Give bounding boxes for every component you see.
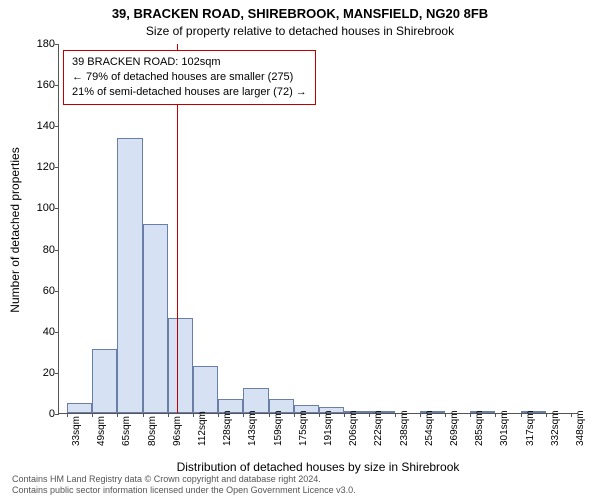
x-tick-label: 49sqm: [96, 416, 107, 446]
x-tick-mark: [571, 413, 572, 417]
x-tick-label: 269sqm: [449, 410, 460, 446]
y-tick-mark: [55, 85, 59, 86]
x-tick-label: 159sqm: [273, 410, 284, 446]
x-tick-mark: [92, 413, 93, 417]
x-tick-label: 317sqm: [525, 410, 536, 446]
x-tick-mark: [294, 413, 295, 417]
x-tick-mark: [344, 413, 345, 417]
histogram-bar: [67, 403, 92, 413]
x-tick-mark: [319, 413, 320, 417]
x-tick-mark: [445, 413, 446, 417]
y-tick-mark: [55, 373, 59, 374]
chart-container: 39, BRACKEN ROAD, SHIREBROOK, MANSFIELD,…: [0, 0, 600, 500]
y-tick-label: 100: [23, 202, 55, 214]
y-tick-mark: [55, 126, 59, 127]
histogram-bar: [117, 138, 142, 413]
plot-area: 02040608010012014016018033sqm49sqm65sqm8…: [58, 44, 578, 414]
y-tick-label: 180: [23, 38, 55, 50]
x-tick-mark: [67, 413, 68, 417]
y-tick-mark: [55, 208, 59, 209]
footer-line2: Contains public sector information licen…: [12, 485, 356, 496]
y-tick-label: 40: [23, 326, 55, 338]
chart-title-main: 39, BRACKEN ROAD, SHIREBROOK, MANSFIELD,…: [0, 6, 600, 21]
x-tick-mark: [369, 413, 370, 417]
x-tick-mark: [495, 413, 496, 417]
x-tick-label: 332sqm: [550, 410, 561, 446]
footer-attribution: Contains HM Land Registry data © Crown c…: [12, 474, 356, 496]
x-tick-label: 206sqm: [348, 410, 359, 446]
x-tick-mark: [546, 413, 547, 417]
x-tick-label: 191sqm: [323, 410, 334, 446]
x-tick-label: 128sqm: [222, 410, 233, 446]
chart-title-sub: Size of property relative to detached ho…: [0, 24, 600, 38]
x-tick-label: 65sqm: [121, 416, 132, 446]
x-tick-label: 254sqm: [424, 410, 435, 446]
y-tick-label: 0: [23, 408, 55, 420]
footer-line1: Contains HM Land Registry data © Crown c…: [12, 474, 356, 485]
y-tick-mark: [55, 414, 59, 415]
x-tick-label: 301sqm: [499, 410, 510, 446]
x-tick-mark: [243, 413, 244, 417]
y-tick-label: 20: [23, 367, 55, 379]
x-tick-mark: [470, 413, 471, 417]
annotation-box: 39 BRACKEN ROAD: 102sqm ← 79% of detache…: [63, 50, 316, 105]
y-tick-label: 140: [23, 120, 55, 132]
x-tick-label: 348sqm: [575, 410, 586, 446]
y-tick-mark: [55, 167, 59, 168]
annotation-line3: 21% of semi-detached houses are larger (…: [72, 85, 307, 100]
x-tick-mark: [168, 413, 169, 417]
x-tick-mark: [269, 413, 270, 417]
y-tick-label: 120: [23, 161, 55, 173]
x-tick-label: 143sqm: [247, 410, 258, 446]
annotation-line2: ← 79% of detached houses are smaller (27…: [72, 70, 307, 85]
x-tick-label: 33sqm: [71, 416, 82, 446]
x-tick-label: 112sqm: [197, 411, 208, 446]
x-tick-mark: [218, 413, 219, 417]
y-tick-label: 160: [23, 79, 55, 91]
histogram-bar: [193, 366, 218, 413]
x-tick-mark: [193, 413, 194, 417]
histogram-bar: [243, 388, 268, 413]
histogram-bar: [168, 318, 193, 413]
annotation-line1: 39 BRACKEN ROAD: 102sqm: [72, 55, 307, 70]
x-tick-mark: [117, 413, 118, 417]
y-tick-mark: [55, 44, 59, 45]
x-tick-label: 222sqm: [373, 410, 384, 446]
y-axis-label: Number of detached properties: [8, 65, 22, 230]
x-tick-mark: [143, 413, 144, 417]
x-tick-label: 175sqm: [298, 410, 309, 446]
y-tick-mark: [55, 332, 59, 333]
histogram-bar: [92, 349, 117, 413]
x-tick-label: 238sqm: [399, 410, 410, 446]
x-tick-mark: [521, 413, 522, 417]
y-tick-mark: [55, 250, 59, 251]
x-tick-mark: [395, 413, 396, 417]
x-axis-label: Distribution of detached houses by size …: [58, 460, 578, 474]
y-tick-mark: [55, 291, 59, 292]
y-tick-label: 80: [23, 244, 55, 256]
x-tick-mark: [420, 413, 421, 417]
x-tick-label: 285sqm: [474, 410, 485, 446]
y-tick-label: 60: [23, 285, 55, 297]
x-tick-label: 80sqm: [147, 416, 158, 446]
histogram-bar: [143, 224, 168, 413]
x-tick-label: 96sqm: [172, 416, 183, 446]
